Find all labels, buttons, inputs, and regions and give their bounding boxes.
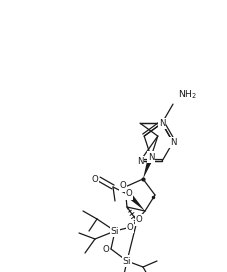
Text: Si: Si (111, 227, 119, 236)
Text: O: O (92, 175, 98, 184)
Text: Si: Si (123, 256, 131, 265)
Text: N: N (137, 157, 143, 166)
Text: NH$_2$: NH$_2$ (178, 89, 197, 101)
Text: O: O (103, 245, 109, 254)
Polygon shape (143, 156, 154, 179)
Text: N: N (148, 153, 154, 162)
Text: O: O (126, 190, 132, 199)
Polygon shape (127, 193, 145, 211)
Text: O: O (127, 222, 133, 231)
Text: O: O (136, 215, 142, 224)
Text: N: N (170, 138, 176, 147)
Text: O: O (120, 181, 126, 190)
Text: N: N (159, 119, 165, 128)
